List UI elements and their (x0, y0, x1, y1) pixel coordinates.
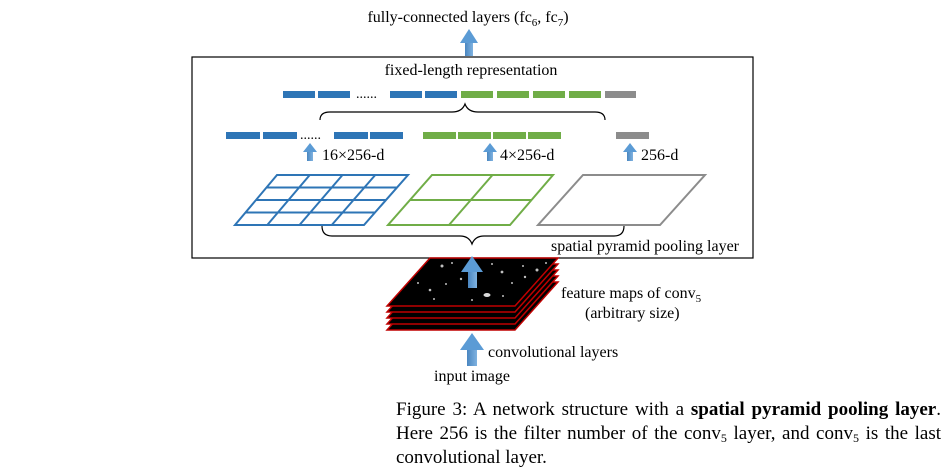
bin-label-1: 256-d (641, 147, 678, 164)
caption-bold: spatial pyramid pooling layer (690, 399, 937, 420)
pooling-brace (321, 225, 625, 246)
input-image-label: input image (434, 368, 510, 385)
bin-vector-1 (616, 132, 649, 139)
feature-maps-size-label: (arbitrary size) (585, 305, 680, 322)
bin-vector-16: ...... (226, 128, 403, 143)
spp-network-diagram: fully-connected layers (fc6, fc7) fixed-… (191, 9, 754, 385)
caption-text-2: . Here 256 is the filter number of the c… (396, 399, 941, 444)
bin-label-16: 16×256-d (322, 147, 384, 164)
grid-1x1 (535, 174, 708, 226)
conv-layers-label: convolutional layers (488, 344, 618, 361)
bin-arrow-16-icon (303, 143, 317, 161)
fixed-length-ellipsis: ...... (356, 87, 377, 102)
caption-text-1: Figure 3: A network structure with a (396, 399, 691, 420)
bin-arrow-1-icon (623, 143, 637, 161)
spp-layer-label: spatial pyramid pooling layer (551, 238, 740, 255)
feature-maps-label: feature maps of conv5 (561, 285, 702, 305)
fixed-length-label: fixed-length representation (385, 62, 558, 79)
feature-maps-stack (385, 257, 560, 331)
bin-arrow-4-icon (483, 143, 497, 161)
grid-2x2 (385, 174, 556, 226)
caption-sub-1: 5 (720, 431, 727, 445)
caption-sub-2: 5 (852, 431, 859, 445)
bin-vector-ellipsis: ...... (300, 128, 321, 143)
fully-connected-label: fully-connected layers (fc6, fc7) (367, 9, 568, 29)
bin-vector-4 (423, 132, 561, 139)
arrow-to-fc-icon (460, 29, 478, 56)
figure-caption: Figure 3: A network structure with a spa… (396, 398, 941, 470)
fixed-length-vector: ...... (283, 87, 636, 102)
arrow-from-input-icon (460, 333, 484, 366)
arrow-to-spp-icon (461, 256, 483, 288)
caption-text-3: layer, and conv (726, 423, 853, 444)
concat-brace (319, 102, 606, 121)
grid-4x4 (232, 174, 411, 226)
bin-label-4: 4×256-d (500, 147, 554, 164)
